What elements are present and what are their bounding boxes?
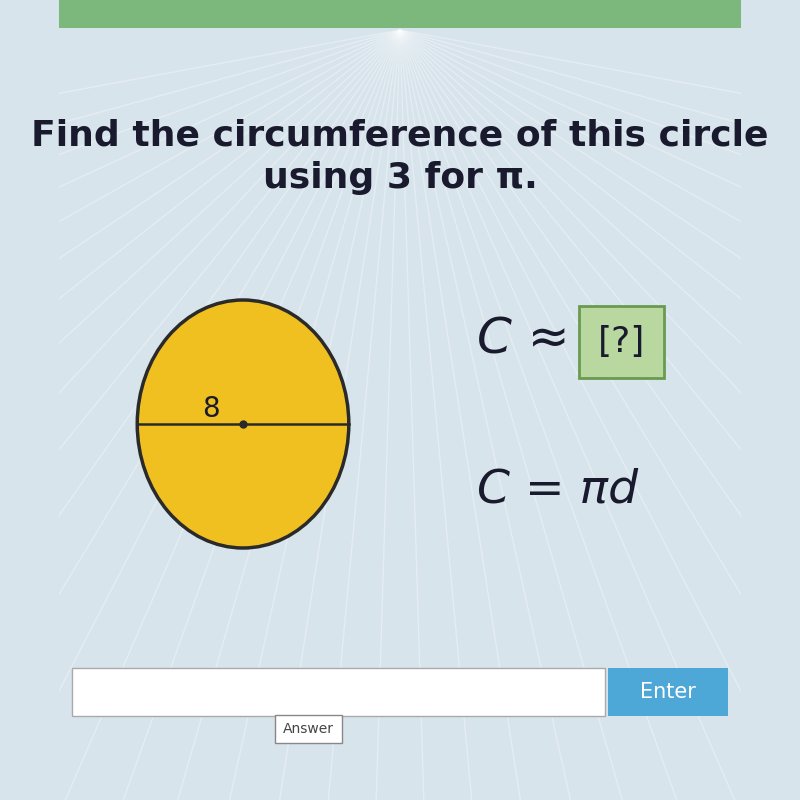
Text: Answer: Answer [283, 722, 334, 736]
Text: [?]: [?] [598, 325, 645, 359]
Circle shape [138, 300, 349, 548]
Text: C = πd: C = πd [477, 467, 638, 513]
FancyBboxPatch shape [72, 668, 605, 716]
Text: Find the circumference of this circle: Find the circumference of this circle [31, 118, 769, 152]
FancyBboxPatch shape [275, 715, 342, 743]
Text: 8: 8 [202, 395, 219, 423]
Bar [58, 0, 742, 28]
Text: Enter: Enter [640, 682, 696, 702]
FancyBboxPatch shape [579, 306, 664, 378]
Text: C ≈: C ≈ [477, 316, 570, 364]
FancyBboxPatch shape [608, 668, 728, 716]
Text: using 3 for π.: using 3 for π. [262, 161, 538, 195]
